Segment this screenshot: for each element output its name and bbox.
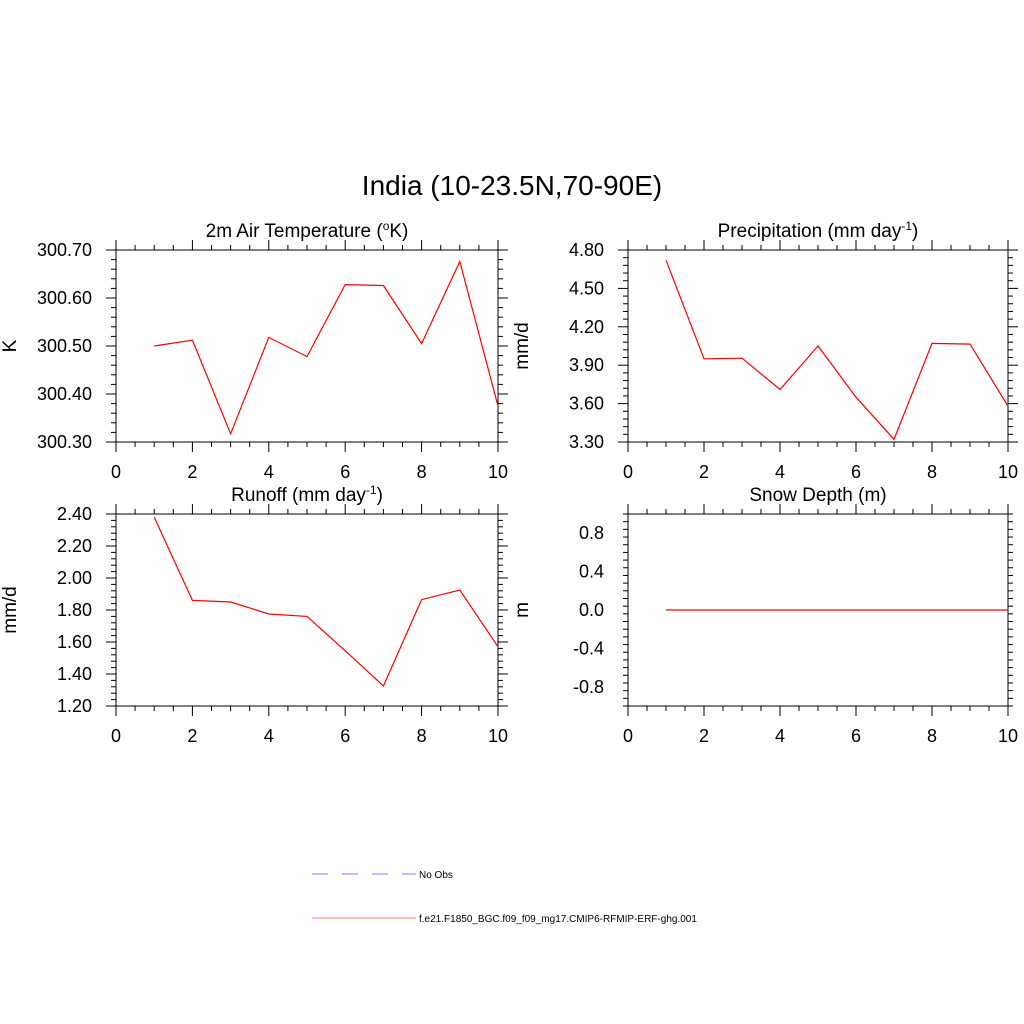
y-tick-label: 0.4 <box>579 562 604 582</box>
x-tick-label: 2 <box>699 726 709 746</box>
x-tick-label: 8 <box>417 726 427 746</box>
legend: No Obs f.e21.F1850_BGC.f09_f09_mg17.CMIP6… <box>312 870 697 925</box>
y-tick-label: 0.8 <box>579 523 604 543</box>
x-tick-label: 10 <box>488 462 508 482</box>
y-tick-label: 3.30 <box>569 432 604 452</box>
chart-panel-2: 0 2 4 6 8 10 3.30 3.60 3.90 4.20 4.50 4.80 mm/d Preci… <box>512 219 1018 482</box>
figure-title: India (10-23.5N,70-90E) <box>361 170 663 201</box>
y-tick-label: 0.0 <box>579 600 604 620</box>
y-tick-label: 1.60 <box>57 632 92 652</box>
chart-panel-3: 0 2 4 6 8 10 1.20 1.40 1.60 1.80 2.00 2.20 2.40 mm/d R… <box>0 483 508 746</box>
panel-title: Runoff (mm day-1) <box>231 483 383 506</box>
x-tick-label: 4 <box>775 462 785 482</box>
y-tick-label: 2.20 <box>57 536 92 556</box>
x-tick-label: 4 <box>264 726 274 746</box>
y-tick-label: 4.80 <box>569 240 604 260</box>
y-tick-label: 300.70 <box>37 240 92 260</box>
panel-title: Snow Depth (m) <box>749 485 886 506</box>
y-tick-label: 2.00 <box>57 568 92 588</box>
y-tick-label: -0.8 <box>573 677 604 697</box>
x-tick-label: 8 <box>417 462 427 482</box>
y-tick-label: 3.60 <box>569 394 604 414</box>
chart-panels: 0 2 4 6 8 10300.30300.40300.50300.60300.70K2m… <box>0 219 1018 746</box>
legend-label: No Obs <box>419 870 453 881</box>
panel-title: Precipitation (mm day-1) <box>718 219 919 242</box>
y-tick-label: 1.40 <box>57 664 92 684</box>
x-tick-label: 2 <box>187 726 197 746</box>
y-axis-label: mm/d <box>512 322 533 370</box>
y-tick-label: -0.4 <box>573 638 604 658</box>
y-tick-label: 1.20 <box>57 696 92 716</box>
series-line <box>153 516 499 688</box>
legend-item: f.e21.F1850_BGC.f09_f09_mg17.CMIP6-RFMIP… <box>312 914 697 925</box>
x-tick-label: 6 <box>340 726 350 746</box>
x-tick-label: 4 <box>775 726 785 746</box>
plot-frame <box>115 249 499 443</box>
y-axis-label: mm/d <box>0 586 21 634</box>
y-tick-label: 300.40 <box>37 384 92 404</box>
x-tick-label: 10 <box>998 462 1018 482</box>
x-tick-label: 2 <box>187 462 197 482</box>
legend-label: f.e21.F1850_BGC.f09_f09_mg17.CMIP6-RFMIP… <box>419 914 697 925</box>
y-tick-label: 4.20 <box>569 317 604 337</box>
x-tick-label: 6 <box>851 462 861 482</box>
x-tick-label: 10 <box>488 726 508 746</box>
panel-title: 2m Air Temperature (oK) <box>206 219 409 242</box>
x-tick-label: 10 <box>998 726 1018 746</box>
x-tick-label: 0 <box>623 462 633 482</box>
y-tick-label: 300.60 <box>37 288 92 308</box>
series-line <box>154 259 499 436</box>
x-tick-label: 8 <box>927 726 937 746</box>
x-tick-label: 6 <box>851 726 861 746</box>
x-tick-label: 0 <box>623 726 633 746</box>
plot-frame <box>115 513 499 707</box>
y-tick-label: 300.30 <box>37 432 92 452</box>
legend-item: No Obs <box>312 870 453 881</box>
y-axis-label: K <box>0 339 21 352</box>
y-tick-label: 1.80 <box>57 600 92 620</box>
chart-panel-1: 0 2 4 6 8 10 300.30 300.40 300.50 300.60 300.70 K 2m… <box>0 219 508 482</box>
x-tick-label: 4 <box>264 462 274 482</box>
y-tick-label: 2.40 <box>57 504 92 524</box>
x-tick-label: 6 <box>340 462 350 482</box>
x-tick-label: 2 <box>699 462 709 482</box>
x-tick-label: 8 <box>927 462 937 482</box>
series-line <box>665 259 1009 441</box>
x-tick-label: 0 <box>111 726 121 746</box>
chart-panel-4: 0 2 4 6 8 10 -0.8 -0.4 0.0 0.4 0.8 m Snow Depth (m) <box>512 485 1018 746</box>
x-tick-label: 0 <box>111 462 121 482</box>
y-tick-label: 300.50 <box>37 336 92 356</box>
y-axis-label: m <box>512 602 533 618</box>
y-tick-label: 3.90 <box>569 355 604 375</box>
y-tick-label: 4.50 <box>569 278 604 298</box>
